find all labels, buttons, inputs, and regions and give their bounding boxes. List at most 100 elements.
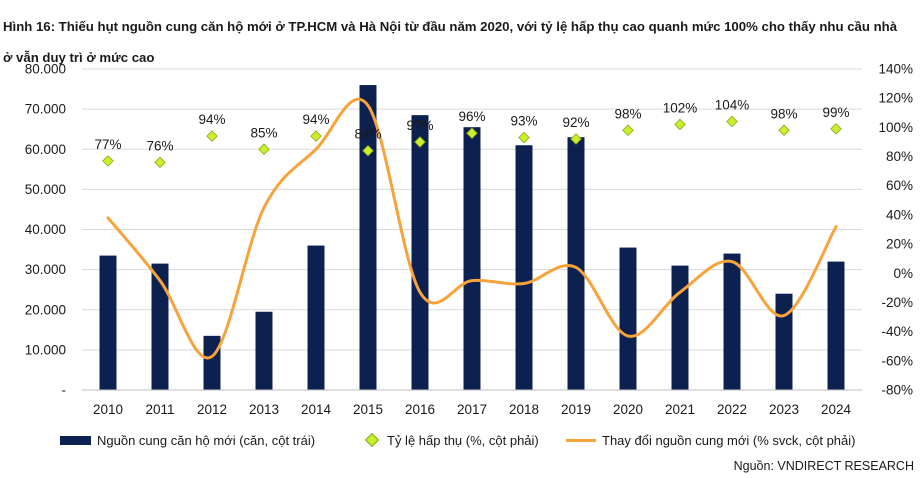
left-axis-tick-label: 30.000 bbox=[25, 262, 66, 277]
absorption-data-label: 98% bbox=[614, 106, 641, 121]
absorption-data-label: 98% bbox=[770, 106, 797, 121]
left-axis-tick-label: 10.000 bbox=[25, 342, 66, 357]
legend-label-change: Thay đổi nguồn cung mới (% svck, cột phả… bbox=[602, 432, 856, 448]
legend-item-change: Thay đổi nguồn cung mới (% svck, cột phả… bbox=[566, 431, 855, 449]
absorption-data-label: 96% bbox=[458, 109, 485, 124]
absorption-data-label: 102% bbox=[663, 100, 698, 115]
left-axis-tick-label: 50.000 bbox=[25, 182, 66, 197]
bar bbox=[463, 127, 481, 391]
x-axis-tick-label: 2012 bbox=[197, 402, 227, 417]
absorption-marker bbox=[414, 136, 426, 148]
absorption-marker bbox=[830, 123, 842, 135]
change-line bbox=[106, 97, 838, 360]
bar bbox=[515, 145, 533, 390]
legend-item-supply: Nguồn cung căn hộ mới (căn, cột trái) bbox=[60, 431, 315, 449]
absorption-marker bbox=[518, 131, 530, 144]
axes: - 10.000 20.000 30.000 40.000 50.000 60.000 70.… bbox=[25, 62, 913, 418]
x-axis-tick-label: 2016 bbox=[405, 402, 435, 417]
absorption-data-label: 9?% bbox=[406, 118, 433, 133]
x-axis-tick-label: 2010 bbox=[93, 402, 123, 417]
absorption-marker bbox=[466, 127, 478, 139]
x-axis-tick-label: 2020 bbox=[613, 402, 643, 417]
line-series bbox=[106, 97, 838, 360]
bar bbox=[203, 335, 221, 390]
left-axis-tick-label: 70.000 bbox=[25, 102, 66, 117]
absorption-data-label: 94% bbox=[302, 112, 329, 127]
absorption-marker bbox=[726, 115, 738, 128]
bar bbox=[775, 293, 793, 390]
right-axis-tick-label: 40% bbox=[886, 207, 913, 222]
legend-swatch-line bbox=[566, 438, 596, 442]
absorption-marker bbox=[778, 124, 790, 137]
x-axis-tick-label: 2022 bbox=[717, 402, 747, 417]
absorption-data-label: 99% bbox=[822, 105, 849, 120]
bar bbox=[411, 115, 429, 391]
absorption-data-label: 77% bbox=[94, 137, 121, 152]
absorption-marker bbox=[310, 130, 322, 142]
legend-swatch-bar bbox=[60, 435, 91, 445]
absorption-marker bbox=[362, 144, 374, 157]
x-axis-tick-label: 2018 bbox=[509, 402, 539, 417]
bar bbox=[151, 263, 169, 390]
right-axis-tick-label: 120% bbox=[878, 91, 913, 106]
bar bbox=[99, 255, 117, 390]
x-axis-tick-label: 2017 bbox=[457, 402, 487, 417]
absorption-marker bbox=[206, 130, 218, 142]
legend-label-absorption: Tỷ lệ hấp thụ (%, cột phải) bbox=[387, 432, 539, 448]
right-axis-tick-label: 80% bbox=[886, 149, 913, 164]
legend-item-absorption: Tỷ lệ hấp thụ (%, cột phải) bbox=[359, 431, 539, 449]
bar bbox=[359, 85, 377, 391]
absorption-data-label: 93% bbox=[510, 114, 537, 129]
absorption-data-label: 84% bbox=[354, 127, 381, 142]
x-axis-tick-label: 2014 bbox=[301, 402, 332, 417]
chart-title-line-1: Hình 16: Thiếu hụt nguồn cung căn hộ mới… bbox=[3, 18, 898, 34]
right-axis-tick-label: -60% bbox=[881, 353, 913, 368]
absorption-marker bbox=[258, 143, 270, 156]
x-axis-tick-label: 2015 bbox=[353, 402, 383, 417]
chart-title: Hình 16: Thiếu hụt nguồn cung căn hộ mới… bbox=[3, 3, 915, 81]
bar-series bbox=[99, 85, 845, 391]
right-axis-tick-label: 20% bbox=[886, 237, 913, 252]
absorption-data-label: 92% bbox=[562, 115, 589, 130]
right-axis-tick-label: 100% bbox=[878, 120, 913, 135]
bar bbox=[671, 265, 689, 390]
chart-title-line-2: ở vẫn duy trì ở mức cao bbox=[3, 49, 155, 65]
x-axis-tick-label: 2023 bbox=[769, 402, 799, 417]
x-axis-tick-label: 2011 bbox=[145, 402, 174, 417]
bar bbox=[827, 261, 845, 390]
right-axis-tick-label: 60% bbox=[886, 178, 913, 193]
source-note: Nguồn: VNDIRECT RESEARCH bbox=[733, 459, 914, 473]
absorption-marker bbox=[102, 155, 114, 167]
legend-label-supply: Nguồn cung căn hộ mới (căn, cột trái) bbox=[97, 432, 316, 448]
right-axis-tick-label: -80% bbox=[881, 383, 913, 398]
marker-series: 77% 76% 94% 85% 94% 84% 9?% 96% 93% 92% 98% 102% 104… bbox=[94, 98, 850, 169]
left-axis-tick-label: 60.000 bbox=[25, 142, 66, 157]
x-axis-tick-label: 2021 bbox=[665, 402, 695, 417]
legend: Nguồn cung căn hộ mới (căn, cột trái) Tỷ… bbox=[0, 431, 920, 449]
left-axis-tick-label: 80.000 bbox=[25, 62, 66, 77]
bar bbox=[567, 137, 585, 390]
x-axis-tick-label: 2019 bbox=[561, 402, 591, 417]
bar bbox=[619, 247, 637, 390]
right-axis-tick-label: 0% bbox=[893, 266, 913, 281]
right-axis-tick-label: 140% bbox=[878, 62, 913, 77]
x-axis-tick-label: 2024 bbox=[821, 402, 852, 417]
absorption-marker bbox=[674, 118, 686, 131]
absorption-data-label: 85% bbox=[250, 125, 277, 140]
left-axis-tick-label: 40.000 bbox=[25, 222, 66, 237]
absorption-data-label: 76% bbox=[146, 138, 173, 153]
left-axis-tick-label: - bbox=[62, 383, 67, 398]
absorption-marker bbox=[570, 133, 582, 145]
legend-swatch-diamond bbox=[364, 432, 380, 448]
left-axis-tick-label: 20.000 bbox=[25, 302, 66, 317]
absorption-data-label: 94% bbox=[198, 112, 225, 127]
absorption-data-label: 104% bbox=[715, 98, 750, 113]
bar bbox=[723, 253, 741, 390]
absorption-marker bbox=[154, 156, 166, 169]
right-axis-tick-label: -40% bbox=[881, 324, 913, 339]
right-axis-tick-label: -20% bbox=[881, 295, 913, 310]
x-axis-tick-label: 2013 bbox=[249, 402, 279, 417]
absorption-marker bbox=[622, 124, 634, 137]
bar bbox=[307, 245, 325, 390]
